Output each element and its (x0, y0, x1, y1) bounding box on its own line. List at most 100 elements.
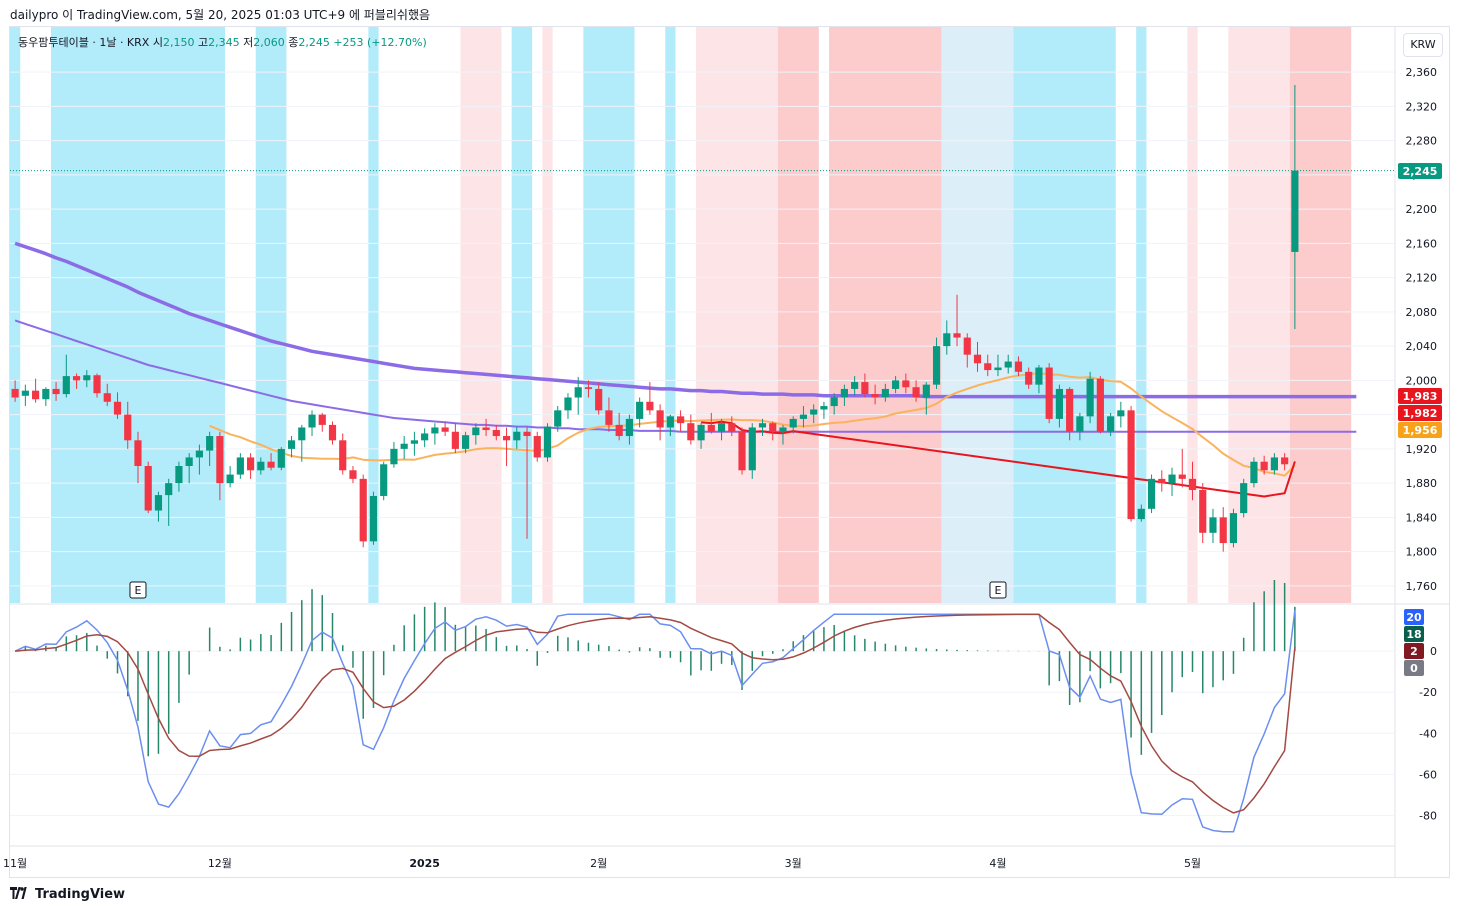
y-tick-label: 2,360 (1406, 66, 1438, 79)
candle-body (748, 427, 756, 471)
candle-body (52, 388, 60, 395)
candle-body (984, 363, 992, 371)
earnings-marker-box (989, 581, 1007, 599)
background-zone-15 (1187, 27, 1198, 603)
candle-body (533, 436, 541, 458)
osc-value-label: 0 (1410, 662, 1418, 675)
x-tick-label: 2025 (409, 857, 440, 870)
osc-value-label: 2 (1410, 645, 1418, 658)
candle-body (72, 376, 81, 381)
candle-body (779, 427, 787, 432)
candle-body (687, 423, 695, 441)
earnings-marker-box (129, 581, 147, 599)
candle-body (236, 457, 244, 475)
candle-body (605, 410, 613, 425)
background-zone-2 (255, 27, 287, 603)
candle-body (646, 401, 654, 411)
candle-body (595, 388, 603, 411)
candle-body (1260, 461, 1268, 471)
candle-body (871, 394, 879, 398)
candle-body (308, 414, 316, 428)
y-tick-label: 2,320 (1406, 100, 1438, 113)
osc-value-box (1404, 609, 1424, 625)
candle-body (861, 382, 869, 395)
tradingview-logo-icon (10, 885, 30, 903)
candle-body (390, 448, 398, 465)
background-zone-14 (1136, 27, 1147, 603)
candle-body (462, 435, 470, 449)
candle-body (277, 448, 285, 468)
candle-body (1076, 416, 1084, 432)
background-zone-7 (583, 27, 635, 603)
background-zone-11 (829, 27, 942, 603)
candle-body (1199, 489, 1207, 533)
legend-open-label: 시 (152, 36, 163, 49)
candle-body (318, 414, 326, 425)
candle-body (636, 401, 644, 419)
candle-body (1025, 371, 1033, 385)
candle-body (206, 436, 214, 451)
candle-body (943, 333, 951, 347)
osc-tick-label: -20 (1419, 686, 1437, 699)
candle-body (830, 397, 838, 407)
candle-body (32, 390, 40, 400)
background-zone-4 (460, 27, 502, 603)
candle-body (738, 431, 746, 471)
y-tick-label: 2,000 (1406, 374, 1438, 387)
x-tick-label: 4월 (989, 857, 1006, 870)
price-label: 1,983 (1403, 390, 1438, 403)
y-tick-label: 2,200 (1406, 203, 1438, 216)
candle-body (892, 380, 900, 389)
price-label: 1,956 (1403, 424, 1438, 437)
footer-brand[interactable]: TradingView (10, 885, 125, 903)
candle-body (431, 427, 439, 434)
candle-body (615, 424, 623, 437)
x-tick-label: 2월 (590, 857, 607, 870)
candle-body (1240, 483, 1248, 514)
candle-body (656, 410, 664, 428)
y-tick-label: 2,040 (1406, 340, 1438, 353)
x-tick-label: 5월 (1184, 857, 1201, 870)
currency-button[interactable]: KRW (1403, 33, 1443, 57)
earnings-marker: E (129, 581, 147, 599)
candle-body (195, 450, 203, 458)
candle-body (257, 461, 265, 471)
y-tick-label: 1,800 (1406, 546, 1438, 559)
candle-body (677, 416, 685, 424)
candle-body (349, 470, 357, 479)
osc-tick-label: -40 (1419, 727, 1437, 740)
legend-symbol: 동우팜투테이블 · 1날 · KRX (18, 36, 150, 49)
price-label-box (1398, 388, 1442, 404)
candle-body (226, 474, 234, 484)
candle-body (881, 388, 889, 398)
candle-body (1107, 416, 1115, 432)
candle-body (912, 387, 920, 398)
candle-body (1066, 388, 1074, 432)
candle-body (1137, 508, 1145, 520)
publish-caption: dailypro 이 TradingView.com, 5월 20, 2025 … (10, 8, 431, 22)
background-zone-13 (1013, 27, 1116, 603)
candle-body (707, 424, 715, 432)
candle-body (666, 416, 674, 428)
candle-body (554, 410, 562, 427)
candle-body (42, 388, 50, 400)
candle-body (1168, 474, 1176, 484)
candle-body (328, 424, 337, 441)
candle-body (287, 440, 296, 449)
candle-body (83, 375, 91, 381)
candle-body (1147, 478, 1156, 509)
price-label-box (1398, 405, 1442, 421)
x-tick-label: 12월 (208, 857, 232, 870)
candle-body (400, 443, 408, 449)
legend-open: 2,150 (162, 36, 195, 49)
candle-body (1250, 461, 1258, 484)
candle-body (165, 483, 173, 496)
candle-body (1014, 361, 1023, 372)
candle-body (728, 423, 736, 432)
ma-long-line (14, 241, 1357, 399)
background-zone-17 (1289, 27, 1352, 603)
legend-high: 2,345 (208, 36, 240, 49)
candle-body (1117, 410, 1125, 417)
candle-body (851, 382, 859, 389)
